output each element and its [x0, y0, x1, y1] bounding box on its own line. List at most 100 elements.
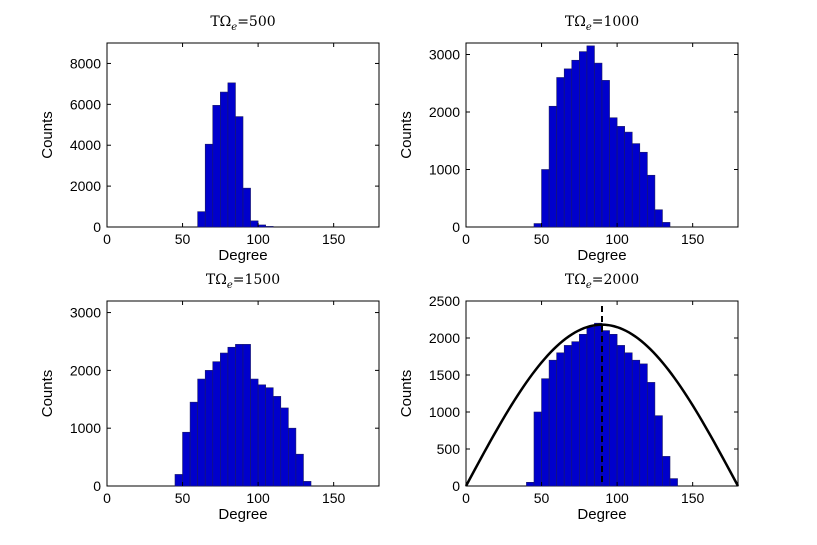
histogram-bar: [594, 62, 603, 228]
x-tick-label: 50: [175, 231, 191, 247]
histogram-bar: [624, 131, 633, 228]
histogram-bar: [242, 344, 251, 487]
histogram-bar: [616, 126, 625, 228]
y-tick-label: 3000: [70, 305, 101, 321]
histogram-bar: [533, 223, 542, 228]
y-tick-label: 3000: [429, 47, 460, 63]
y-tick-label: 4000: [70, 137, 101, 153]
y-tick-label: 0: [452, 219, 460, 235]
histogram-bar: [616, 345, 625, 487]
histogram-bar: [571, 341, 580, 487]
subplot-4: 0 50 100 15005001000150020002500DegreeCount…: [398, 272, 740, 523]
subplot-title: TΩe=2000: [565, 272, 639, 291]
histogram-bar: [609, 333, 618, 487]
histogram-bar: [257, 224, 266, 228]
histogram-bar: [601, 330, 610, 487]
y-tick-label: 8000: [70, 55, 101, 71]
histogram-bar: [662, 222, 671, 228]
histogram-bar: [556, 352, 565, 487]
x-tick-label: 150: [322, 490, 346, 506]
x-axis-label: Degree: [218, 247, 267, 264]
histogram-bar: [204, 370, 214, 487]
histogram-bar: [235, 344, 244, 487]
y-axis-label: Counts: [398, 111, 415, 159]
histogram-bar: [250, 378, 259, 487]
y-tick-label: 2000: [429, 330, 460, 346]
x-axis-label: Degree: [577, 247, 626, 264]
histogram-bar: [563, 68, 573, 228]
subplot-title: TΩe=1000: [565, 14, 639, 33]
y-tick-label: 500: [437, 441, 461, 457]
x-tick-label: 50: [175, 490, 191, 506]
histogram-bar: [227, 346, 236, 487]
x-tick-label: 50: [534, 490, 550, 506]
histogram-bar: [579, 51, 588, 228]
x-tick-label: 100: [246, 231, 270, 247]
histogram-bar: [235, 116, 244, 228]
histogram-bar: [541, 169, 550, 228]
y-tick-label: 2500: [429, 293, 460, 309]
histogram-bar: [609, 117, 618, 228]
x-tick-label: 100: [605, 231, 629, 247]
x-tick-label: 100: [605, 490, 629, 506]
histogram-bar: [654, 209, 663, 228]
histogram-bar: [548, 105, 557, 228]
histogram-bar: [669, 478, 678, 487]
histogram-bar: [227, 82, 236, 228]
histogram-bar: [272, 396, 282, 487]
histogram-bar: [220, 91, 229, 228]
x-tick-label: 150: [681, 490, 705, 506]
histogram-bar: [556, 77, 565, 228]
histogram-bar: [303, 481, 312, 487]
histogram-bar: [220, 352, 229, 487]
histogram-bar: [288, 427, 297, 487]
y-axis-label: Counts: [39, 370, 56, 418]
histogram-bar: [197, 378, 206, 487]
histogram-bar: [265, 387, 274, 487]
histogram-bar: [265, 226, 274, 228]
histogram-bar: [594, 322, 603, 487]
histogram-bar: [647, 174, 656, 228]
y-tick-label: 0: [452, 478, 460, 494]
histogram-bar: [631, 143, 641, 228]
y-tick-label: 1000: [429, 404, 460, 420]
y-tick-label: 1500: [429, 367, 460, 383]
y-tick-label: 2000: [429, 104, 460, 120]
x-tick-label: 150: [681, 231, 705, 247]
histogram-bar: [548, 359, 557, 487]
x-tick-label: 0: [103, 490, 111, 506]
y-tick-label: 2000: [70, 362, 101, 378]
y-tick-label: 0: [93, 219, 101, 235]
histogram-bar: [280, 407, 289, 487]
histogram-bar: [541, 378, 550, 487]
x-tick-label: 50: [534, 231, 550, 247]
histogram-bar: [631, 359, 641, 487]
histogram-bar: [586, 45, 595, 228]
histogram-bar: [212, 105, 221, 228]
x-axis-label: Degree: [577, 506, 626, 523]
histogram-bar: [182, 431, 191, 487]
histogram-bar: [533, 411, 542, 487]
subplot-1: 0 50 100 150 0 2000 4000 6000 8000 Degree Counts TΩ…: [39, 14, 380, 264]
histogram-bar: [526, 481, 535, 487]
histogram-bar: [586, 326, 595, 487]
x-axis-label: Degree: [218, 506, 267, 523]
y-axis-label: Counts: [39, 111, 56, 159]
histogram-bar: [250, 220, 259, 228]
x-tick-label: 100: [246, 490, 270, 506]
x-tick-label: 0: [103, 231, 111, 247]
y-tick-label: 0: [93, 478, 101, 494]
y-tick-label: 1000: [70, 420, 101, 436]
histogram-bar: [197, 211, 206, 228]
y-axis-label: Counts: [398, 370, 415, 418]
sine-fit-curve: [464, 323, 740, 487]
x-tick-label: 150: [322, 231, 346, 247]
histogram-bar: [242, 187, 251, 228]
subplot-title: TΩe=500: [210, 14, 275, 33]
histogram-bar: [257, 384, 266, 487]
histogram-bar: [579, 333, 588, 487]
histogram-bar: [295, 453, 304, 487]
y-tick-label: 6000: [70, 96, 101, 112]
histogram-bar: [174, 474, 183, 487]
subplot-3: 0 50 100 150 0 1000 2000 3000 Degree Counts TΩe=15…: [39, 272, 380, 523]
